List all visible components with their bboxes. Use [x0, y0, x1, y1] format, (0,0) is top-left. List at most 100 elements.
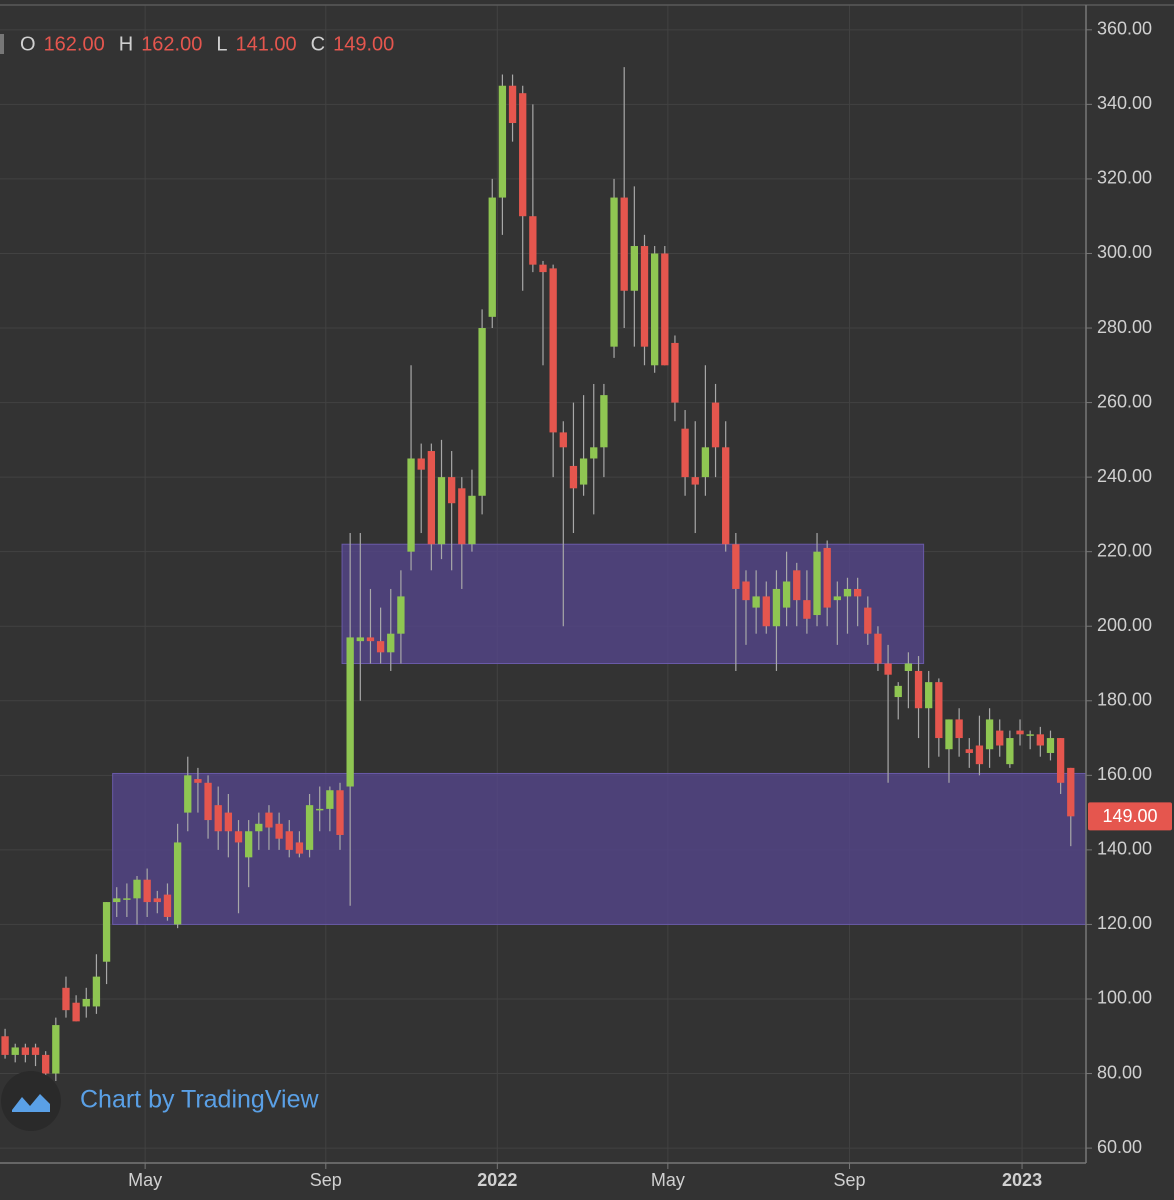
ohlc-value: 141.00 [235, 33, 296, 55]
y-tick-label: 160.00 [1097, 764, 1152, 784]
candle-body [813, 551, 821, 616]
candle-body [275, 823, 283, 839]
candle-body [92, 976, 101, 1007]
candle-body [387, 633, 395, 653]
watermark: Chart by TradingView [1, 1071, 319, 1131]
y-tick-label: 80.00 [1097, 1062, 1142, 1082]
candle-body [224, 812, 233, 832]
candle-body [549, 268, 557, 433]
candle-body [478, 328, 486, 496]
candle-body [752, 596, 760, 608]
x-tick-label: Sep [310, 1170, 342, 1190]
candle-body [529, 216, 537, 265]
candle-body [600, 395, 608, 448]
x-tick-label: May [128, 1170, 162, 1190]
candle-body [610, 197, 618, 347]
candle-body [579, 458, 588, 485]
zone [112, 772, 1087, 925]
candle-body [823, 547, 831, 608]
header-marker [0, 34, 4, 54]
grid [0, 5, 1086, 1163]
candle-body [742, 581, 750, 601]
candle-body [691, 477, 699, 485]
candle-body [1, 1036, 9, 1055]
candle-body [762, 596, 770, 627]
candle-body [884, 663, 892, 675]
candle-body [590, 447, 598, 459]
candle-body [356, 637, 364, 642]
logo-icon [12, 1094, 50, 1112]
candle-body [975, 745, 984, 765]
x-tick-label: 2023 [1002, 1170, 1042, 1190]
candle-body [1046, 738, 1055, 753]
candle-body [366, 637, 375, 642]
candle-body [316, 808, 324, 811]
candle-body [650, 253, 659, 366]
candle-body [448, 477, 456, 504]
watermark-text: Chart by TradingView [80, 1086, 319, 1114]
y-tick-label: 100.00 [1097, 988, 1152, 1008]
ohlc-key: H [119, 33, 133, 55]
candle-body [569, 465, 578, 489]
candle-body [173, 842, 182, 925]
zones [112, 543, 1087, 925]
candle-body [559, 432, 567, 448]
candle-body [102, 902, 111, 962]
candle-body [376, 641, 385, 653]
candle-body [31, 1047, 40, 1055]
ohlc-value: 149.00 [333, 33, 394, 55]
candle-body [397, 596, 405, 634]
candles [1, 67, 1075, 1081]
candle-body [295, 842, 304, 854]
candle-body [996, 730, 1004, 746]
candle-body [113, 898, 121, 903]
candle-body [214, 805, 222, 832]
y-tick-label: 240.00 [1097, 466, 1152, 486]
candle-body [985, 719, 994, 750]
candle-body [661, 253, 669, 366]
x-tick-label: 2022 [477, 1170, 517, 1190]
candle-body [346, 637, 354, 787]
candle-body [793, 570, 801, 601]
candle-body [955, 719, 963, 739]
candle-body [1006, 738, 1014, 765]
ohlc-header: O 162.00 H 162.00 L 141.00 C 149.00 [20, 33, 394, 55]
candle-body [701, 447, 710, 478]
candle-body [843, 588, 852, 597]
candle-body [945, 719, 953, 750]
ohlc-key: C [311, 33, 325, 55]
candle-body [640, 246, 649, 347]
candle-body [305, 805, 314, 850]
y-tick-label: 260.00 [1097, 391, 1152, 411]
candle-body [285, 831, 293, 850]
y-tick-label: 280.00 [1097, 317, 1152, 337]
candle-body [630, 246, 638, 291]
candle-body [234, 831, 243, 843]
candle-body [671, 342, 679, 403]
y-tick-label: 120.00 [1097, 913, 1152, 933]
y-tick-label: 140.00 [1097, 839, 1152, 859]
candle-body [935, 682, 943, 739]
candle-body [204, 782, 212, 821]
candle-body [42, 1054, 50, 1074]
candle-body [925, 682, 933, 709]
candle-body [52, 1025, 60, 1074]
ohlc-key: L [216, 33, 227, 55]
ohlc-key: O [20, 33, 36, 55]
last-price-label: 149.00 [1102, 806, 1157, 826]
candle-body [519, 93, 527, 217]
candle-body [123, 898, 131, 900]
candle-body [711, 402, 720, 448]
candle-body [62, 987, 70, 1011]
ohlc-value: 162.00 [141, 33, 202, 55]
candle-body [458, 488, 466, 545]
candle-body [488, 197, 496, 317]
candle-body [874, 633, 882, 664]
candle-body [153, 898, 161, 903]
candle-body [1036, 734, 1044, 746]
candle-body [326, 790, 334, 809]
candle-body [722, 447, 730, 545]
candle-body [194, 779, 202, 783]
candle-body [1067, 767, 1075, 817]
